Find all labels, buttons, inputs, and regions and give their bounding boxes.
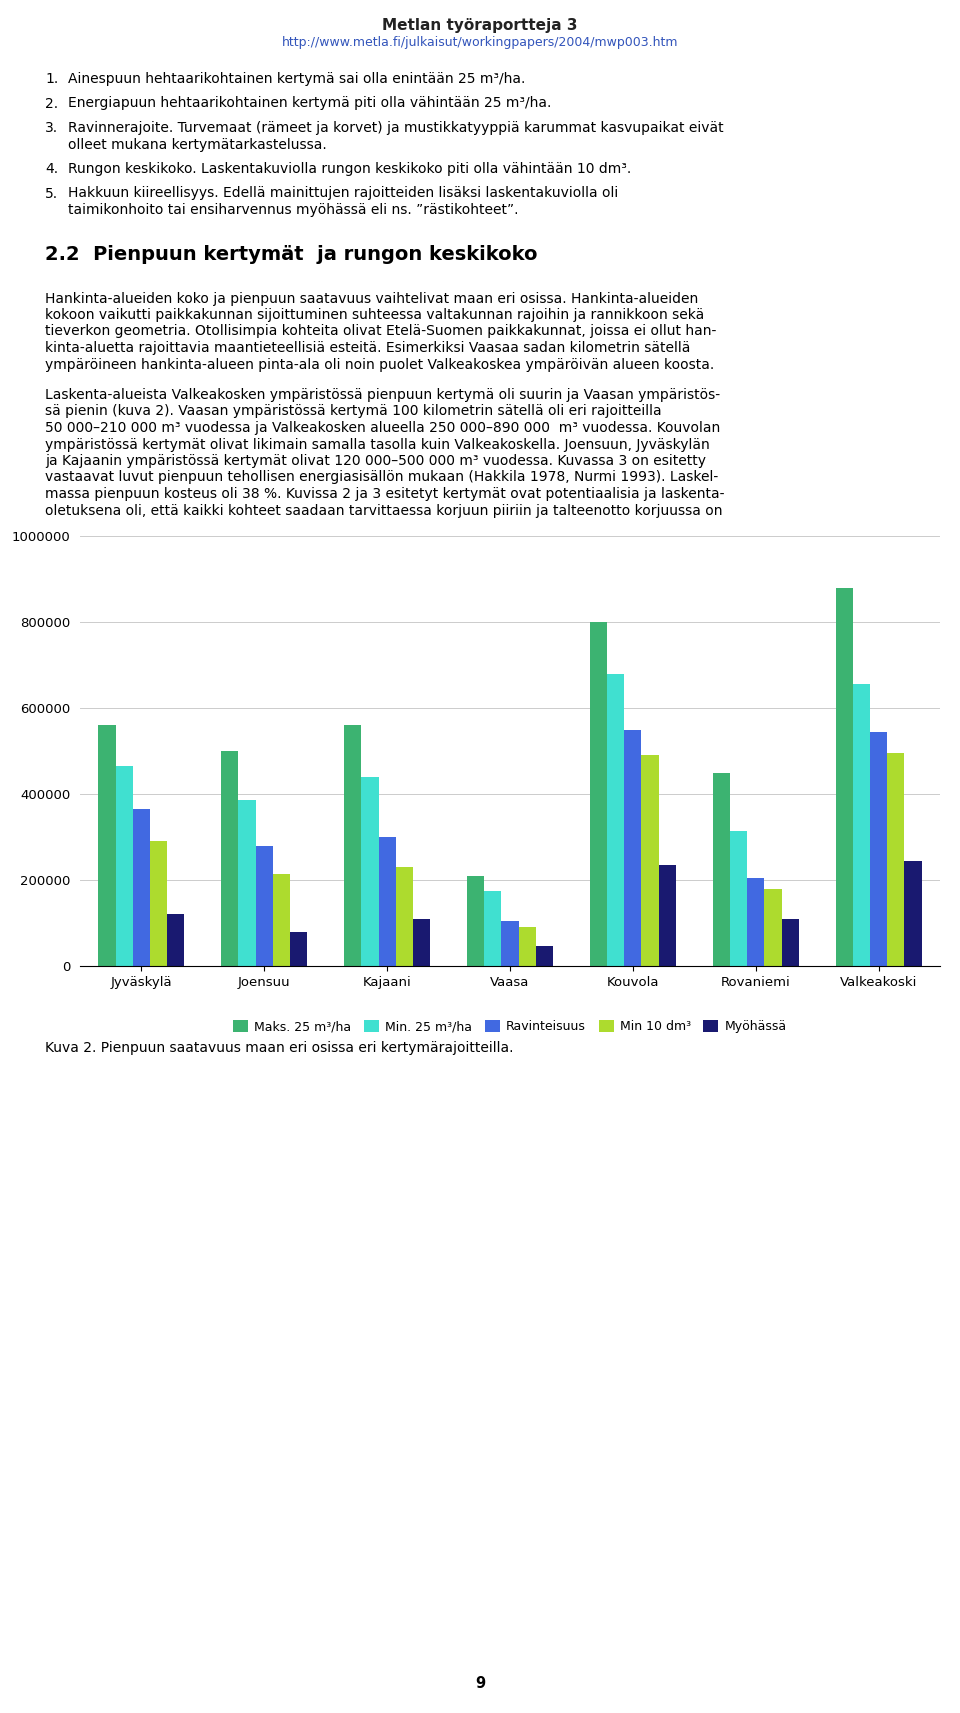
Bar <box>659 865 676 966</box>
Bar <box>238 800 255 966</box>
Bar <box>150 841 167 966</box>
Bar <box>378 838 396 966</box>
Bar <box>589 622 607 966</box>
Text: ja Kajaanin ympäristössä kertymät olivat 120 000–500 000 m³ vuodessa. Kuvassa 3 : ja Kajaanin ympäristössä kertymät olivat… <box>45 454 706 468</box>
Text: massa pienpuun kosteus oli 38 %. Kuvissa 2 ja 3 esitetyt kertymät ovat potentiaa: massa pienpuun kosteus oli 38 %. Kuvissa… <box>45 486 725 500</box>
Bar <box>167 915 184 966</box>
Bar <box>501 922 518 966</box>
Bar <box>887 754 904 966</box>
Bar <box>467 875 484 966</box>
Bar <box>536 946 553 966</box>
Text: Kuva 2. Pienpuun saatavuus maan eri osissa eri kertymärajoitteilla.: Kuva 2. Pienpuun saatavuus maan eri osis… <box>45 1042 514 1055</box>
Text: Ravinnerajoite. Turvemaat (rämeet ja korvet) ja mustikkatyyppiä karummat kasvupa: Ravinnerajoite. Turvemaat (rämeet ja kor… <box>68 122 724 135</box>
Legend: Maks. 25 m³/ha, Min. 25 m³/ha, Ravinteisuus, Min 10 dm³, Myöhässä: Maks. 25 m³/ha, Min. 25 m³/ha, Ravinteis… <box>228 1016 792 1038</box>
Text: 3.: 3. <box>45 122 59 135</box>
Text: taimikonhoito tai ensiharvennus myöhässä eli ns. ”rästikohteet”.: taimikonhoito tai ensiharvennus myöhässä… <box>68 204 518 218</box>
Bar <box>290 932 307 966</box>
Bar <box>870 731 887 966</box>
Text: 2.: 2. <box>45 96 59 111</box>
Bar <box>904 860 922 966</box>
Text: Hankinta-alueiden koko ja pienpuun saatavuus vaihtelivat maan eri osissa. Hankin: Hankinta-alueiden koko ja pienpuun saata… <box>45 291 698 305</box>
Bar <box>99 725 115 966</box>
Text: tieverkon geometria. Otollisimpia kohteita olivat Etelä-Suomen paikkakunnat, joi: tieverkon geometria. Otollisimpia kohtei… <box>45 324 716 339</box>
Text: Laskenta-alueista Valkeakosken ympäristössä pienpuun kertymä oli suurin ja Vaasa: Laskenta-alueista Valkeakosken ympäristö… <box>45 389 720 403</box>
Text: sä pienin (kuva 2). Vaasan ympäristössä kertymä 100 kilometrin sätellä oli eri r: sä pienin (kuva 2). Vaasan ympäristössä … <box>45 404 661 418</box>
Text: olleet mukana kertymätarkastelussa.: olleet mukana kertymätarkastelussa. <box>68 137 326 151</box>
Text: ympäristössä kertymät olivat likimain samalla tasolla kuin Valkeakoskella. Joens: ympäristössä kertymät olivat likimain sa… <box>45 437 709 452</box>
Bar <box>344 725 361 966</box>
Bar <box>835 588 852 966</box>
Bar <box>413 918 430 966</box>
Text: ympäröineen hankinta-alueen pinta-ala oli noin puolet Valkeakoskea ympäröivän al: ympäröineen hankinta-alueen pinta-ala ol… <box>45 358 714 372</box>
Text: 2.2  Pienpuun kertymät  ja rungon keskikoko: 2.2 Pienpuun kertymät ja rungon keskikok… <box>45 245 538 264</box>
Text: 50 000–210 000 m³ vuodessa ja Valkeakosken alueella 250 000–890 000  m³ vuodessa: 50 000–210 000 m³ vuodessa ja Valkeakosk… <box>45 421 720 435</box>
Bar <box>115 766 132 966</box>
Text: vastaavat luvut pienpuun tehollisen energiasisällön mukaan (Hakkila 1978, Nurmi : vastaavat luvut pienpuun tehollisen ener… <box>45 471 718 485</box>
Bar <box>607 673 624 966</box>
Text: kokoon vaikutti paikkakunnan sijoittuminen suhteessa valtakunnan rajoihin ja ran: kokoon vaikutti paikkakunnan sijoittumin… <box>45 308 705 322</box>
Bar <box>641 755 659 966</box>
Bar <box>624 730 641 966</box>
Text: kinta-aluetta rajoittavia maantieteellisiä esteitä. Esimerkiksi Vaasaa sadan kil: kinta-aluetta rajoittavia maantieteellis… <box>45 341 690 355</box>
Text: http://www.metla.fi/julkaisut/workingpapers/2004/mwp003.htm: http://www.metla.fi/julkaisut/workingpap… <box>281 36 679 50</box>
Bar <box>730 831 747 966</box>
Bar <box>712 773 730 966</box>
Text: Metlan työraportteja 3: Metlan työraportteja 3 <box>382 19 578 33</box>
Text: Hakkuun kiireellisyys. Edellä mainittujen rajoitteiden lisäksi laskentakuviolla : Hakkuun kiireellisyys. Edellä mainittuje… <box>68 187 618 200</box>
Text: oletuksena oli, että kaikki kohteet saadaan tarvittaessa korjuun piiriin ja talt: oletuksena oli, että kaikki kohteet saad… <box>45 504 723 517</box>
Bar <box>273 874 290 966</box>
Bar <box>484 891 501 966</box>
Text: 1.: 1. <box>45 72 59 86</box>
Bar <box>255 846 273 966</box>
Bar <box>518 927 536 966</box>
Bar <box>852 685 870 966</box>
Text: 9: 9 <box>475 1675 485 1691</box>
Bar <box>747 877 764 966</box>
Bar <box>396 867 413 966</box>
Bar <box>222 750 238 966</box>
Text: Energiapuun hehtaarikohtainen kertymä piti olla vähintään 25 m³/ha.: Energiapuun hehtaarikohtainen kertymä pi… <box>68 96 551 111</box>
Bar <box>781 918 799 966</box>
Bar <box>764 889 781 966</box>
Bar <box>132 809 150 966</box>
Text: 5.: 5. <box>45 187 59 200</box>
Text: 4.: 4. <box>45 163 59 176</box>
Text: Rungon keskikoko. Laskentakuviolla rungon keskikoko piti olla vähintään 10 dm³.: Rungon keskikoko. Laskentakuviolla rungo… <box>68 163 632 176</box>
Bar <box>361 776 378 966</box>
Text: Ainespuun hehtaarikohtainen kertymä sai olla enintään 25 m³/ha.: Ainespuun hehtaarikohtainen kertymä sai … <box>68 72 525 86</box>
